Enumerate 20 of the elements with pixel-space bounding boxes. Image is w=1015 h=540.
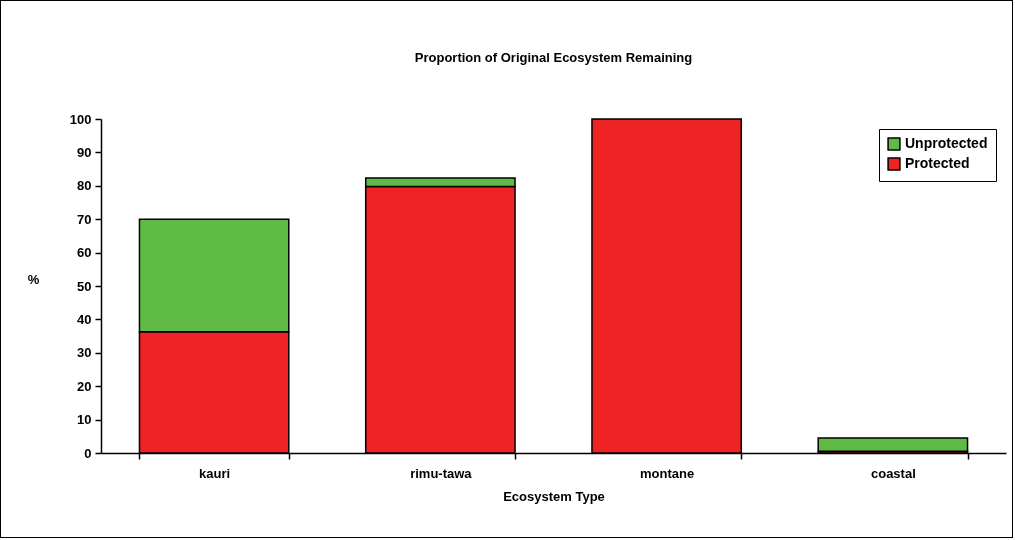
y-tick-label: 80 xyxy=(77,178,92,194)
y-tick-label: 20 xyxy=(77,378,92,394)
y-tick-label: 0 xyxy=(84,445,92,461)
x-tick-label: coastal xyxy=(870,465,916,481)
y-tick-label: 100 xyxy=(69,111,92,127)
y-axis-title: % xyxy=(27,271,40,287)
y-tick-label: 90 xyxy=(77,144,92,160)
x-tick-label: rimu-tawa xyxy=(410,465,473,481)
y-tick-label: 30 xyxy=(77,345,92,361)
legend-label: Unprotected xyxy=(905,135,988,151)
x-tick-label: montane xyxy=(640,465,695,481)
y-tick-label: 40 xyxy=(77,311,92,327)
chart-title: Proportion of Original Ecosystem Remaining xyxy=(414,50,693,65)
y-tick-label: 10 xyxy=(77,412,92,428)
legend-label: Protected xyxy=(905,155,970,171)
x-tick-label: kauri xyxy=(199,465,231,481)
y-tick-label: 70 xyxy=(77,211,92,227)
y-tick-label: 60 xyxy=(77,245,92,261)
y-tick-label: 50 xyxy=(77,278,92,294)
x-axis-title: Ecosystem Type xyxy=(503,488,605,504)
